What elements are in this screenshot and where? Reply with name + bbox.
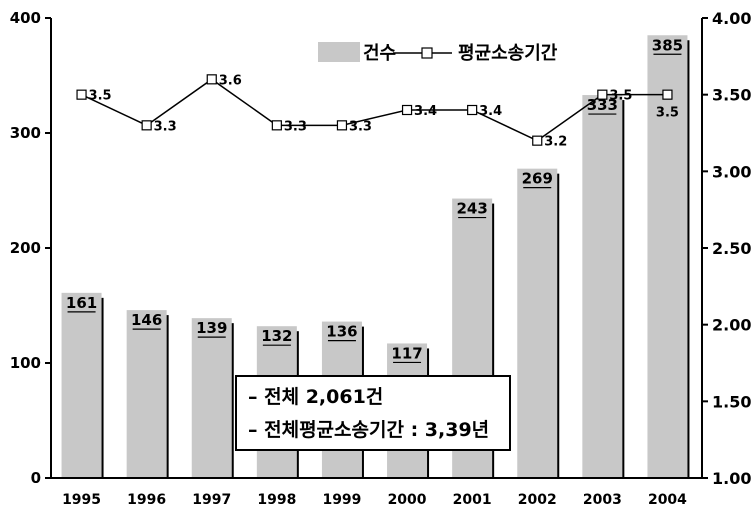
annotation-box: – 전체 2,061건 – 전체평균소송기간 : 3,39년 [235,375,511,451]
x-axis-tick-label: 1995 [62,492,101,508]
line-point-marker [76,89,87,100]
line-data-labels: 3.5 3.3 3.6 3.3 3.3 3.4 3.4 3.2 3.5 3.5 [89,73,679,149]
annotation-total-count: – 전체 2,061건 [248,386,383,408]
bar-value-label: 146 [131,311,162,329]
x-axis-tick-labels: 1995 1996 1997 1998 1999 2000 2001 2002 2003 2004 [62,492,687,508]
line-point-marker [467,104,478,116]
x-axis-tick-label: 2004 [648,492,687,508]
right-axis-tick-label: 2.00 [712,316,751,335]
annotation-frame [235,375,511,451]
right-axis-ticks: 1.00 1.50 2.00 2.50 3.00 3.50 4.00 [702,9,751,488]
left-axis-tick-label: 300 [10,124,41,142]
bar [647,35,688,478]
bar [517,168,558,478]
line-value-label: 3.3 [284,119,307,134]
x-axis-tick-label: 2003 [583,492,622,508]
x-axis-tick-label: 1998 [257,492,296,508]
x-axis-tick-label: 2000 [388,492,427,508]
annotation-average-period: – 전체평균소송기간 : 3,39년 [248,419,489,441]
x-axis-tick-label: 2002 [518,492,557,508]
line-value-label: 3.5 [609,89,632,104]
line-value-label: 3.3 [154,119,177,134]
right-axis-tick-label: 1.00 [712,469,751,488]
line-value-label: 3.4 [479,104,502,119]
line-value-label: 3.5 [656,106,679,121]
right-axis-tick-label: 1.50 [712,392,751,411]
left-axis-tick-label: 0 [31,469,41,487]
legend: 건수 평균소송기간 [318,42,558,64]
x-axis-tick-label: 1999 [322,492,361,508]
left-axis-tick-label: 400 [10,9,41,27]
line-point-marker [336,120,348,131]
bar-value-label: 385 [652,36,683,54]
right-axis-tick-label: 3.50 [712,86,751,105]
bar-value-label: 161 [66,294,97,312]
line-value-label: 3.3 [349,119,372,134]
line-value-label: 3.5 [89,89,112,104]
bar [126,310,167,478]
legend-line-label: 평균소송기간 [458,43,558,64]
line-point-marker [532,135,543,146]
line-point-marker [141,120,152,131]
bar [61,292,102,478]
legend-bar-label: 건수 [363,43,396,64]
x-axis-tick-label: 1997 [192,492,231,508]
x-axis-tick-label: 2001 [453,492,492,508]
line-point-marker [662,89,673,100]
bar-value-label: 136 [326,323,357,341]
line-path [81,78,668,142]
line-point-marker [401,104,413,116]
legend-line-marker [421,47,433,59]
line-value-label: 3.4 [414,104,437,119]
bar-value-label: 132 [261,327,292,345]
bar [191,318,232,478]
line-value-label: 3.2 [544,135,567,150]
right-axis-tick-label: 2.50 [712,239,751,258]
legend-bar-swatch [318,42,360,62]
bar-value-label: 117 [391,344,422,362]
line-series [76,74,673,146]
left-axis-ticks: 0 100 200 300 400 [10,9,51,487]
bar [582,95,623,479]
line-point-marker [271,120,282,131]
bar-value-label: 139 [196,319,227,337]
x-axis-tick-label: 1996 [127,492,166,508]
left-axis-tick-label: 200 [10,239,41,257]
right-axis-tick-label: 3.00 [712,162,751,181]
bar-value-label: 243 [456,200,487,218]
right-axis-tick-label: 4.00 [712,9,751,28]
bar-value-label: 269 [522,170,553,188]
line-point-marker [206,74,217,85]
left-axis-tick-label: 100 [10,354,41,372]
line-point-marker [597,89,608,100]
line-value-label: 3.6 [219,73,242,88]
